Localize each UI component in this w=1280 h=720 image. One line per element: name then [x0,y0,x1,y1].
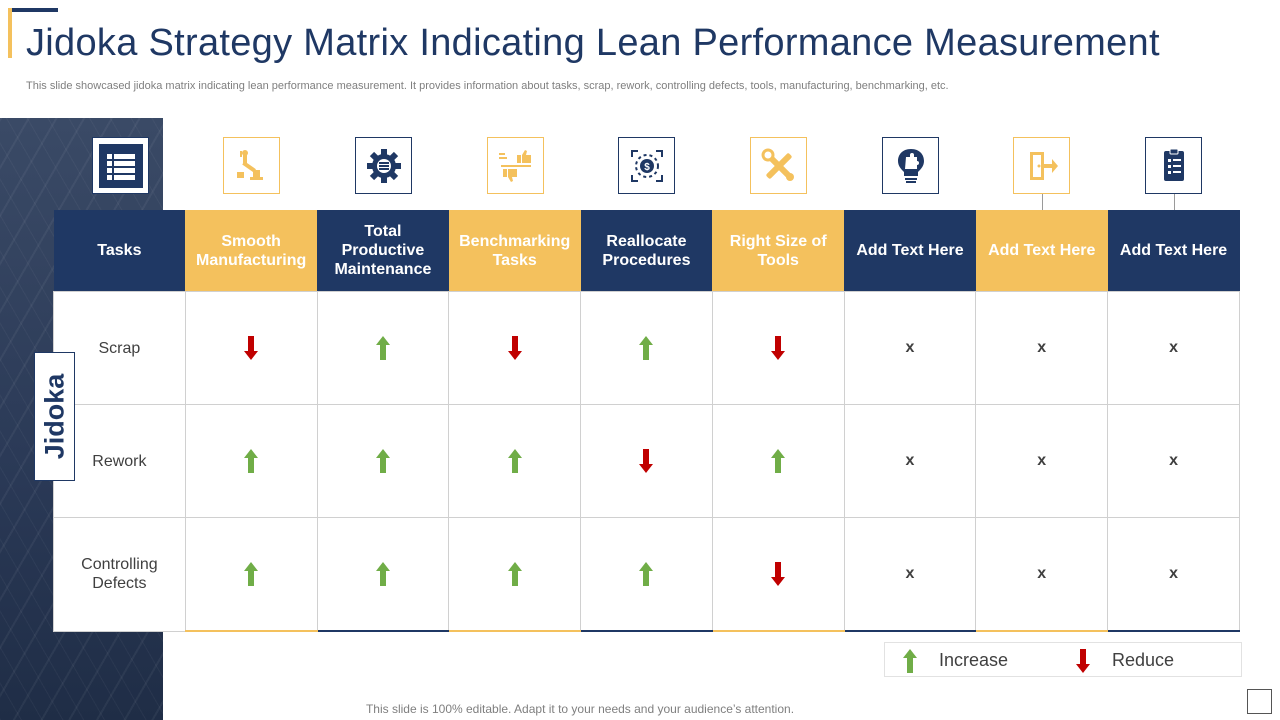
matrix-cell [184,404,318,518]
title-accent-bar-vertical [8,8,12,58]
legend-increase: Increase [903,643,1008,678]
header-total-productive-maintenance: Total Productive Maintenance [317,210,449,292]
footer-note: This slide is 100% editable. Adapt it to… [0,702,1280,716]
x-mark: x [1169,339,1179,356]
jidoka-label-text: Jidoka [39,373,70,460]
x-mark: x [905,452,915,469]
matrix-cell: x [975,517,1109,632]
svg-text:$: $ [644,162,650,173]
matrix-cell: x [843,291,977,405]
header-reallocate-procedures: Reallocate Procedures [580,210,713,292]
header-tasks: Tasks [53,210,186,292]
matrix-cell: x [1107,517,1240,632]
jidoka-side-label: Jidoka [34,352,75,481]
matrix-cell [580,404,713,518]
matrix-cell [580,517,713,632]
exit-door-icon [1013,137,1070,194]
x-mark: x [905,339,915,356]
legend: Increase Reduce [884,642,1242,677]
increase-arrow-icon [507,449,522,473]
clipboard-checklist-icon [1145,137,1202,194]
reduce-arrow-icon [639,449,654,473]
reduce-arrow-icon [507,336,522,360]
matrix-cell [580,291,713,405]
lightbulb-puzzle-icon [882,137,939,194]
increase-arrow-icon [639,562,654,586]
reduce-arrow-icon [771,562,786,586]
corner-box [1247,689,1272,714]
increase-arrow-icon [244,449,259,473]
header-right-size-of-tools: Right Size of Tools [712,210,845,292]
increase-arrow-icon [375,336,390,360]
matrix-cell [711,404,845,518]
matrix-cell: x [1107,404,1240,518]
header-add-text-1: Add Text Here [844,210,976,292]
matrix-cell [711,291,845,405]
tools-icon [750,137,807,194]
header-row: Tasks Smooth Manufacturing Total Product… [53,210,1240,292]
matrix-cell: x [1107,291,1240,405]
dollar-target-icon: $ [618,137,675,194]
reduce-arrow-icon [1076,648,1090,673]
increase-arrow-icon [771,449,786,473]
row-label-scrap: Scrap [53,291,186,405]
table-row: Rework x x x [53,404,1240,518]
robot-arm-icon [223,137,280,194]
gear-icon [355,137,412,194]
row-label-controlling-defects: Controlling Defects [53,517,186,632]
table-row: Controlling Defects x x x [53,517,1240,632]
jidoka-matrix-table: Tasks Smooth Manufacturing Total Product… [53,210,1240,632]
increase-arrow-icon [375,449,390,473]
icon-connector [1174,194,1175,210]
header-add-text-3: Add Text Here [1107,210,1240,292]
x-mark: x [1169,565,1179,582]
icon-connector [1042,194,1043,210]
x-mark: x [905,565,915,582]
x-mark: x [1037,339,1047,356]
increase-arrow-icon [375,562,390,586]
header-add-text-2: Add Text Here [975,210,1108,292]
title-accent-bar [8,8,58,12]
page-title: Jidoka Strategy Matrix Indicating Lean P… [26,22,1160,64]
increase-arrow-icon [244,562,259,586]
header-smooth-manufacturing: Smooth Manufacturing [185,210,318,292]
table-row: Scrap x x x [53,291,1240,405]
matrix-cell [448,291,582,405]
matrix-cell [316,291,450,405]
matrix-cell [184,517,318,632]
list-icon [92,137,149,194]
matrix-cell: x [843,517,977,632]
row-label-rework: Rework [53,404,186,518]
legend-increase-label: Increase [939,650,1009,670]
reduce-arrow-icon [244,336,259,360]
thumbs-up-down-icon [487,137,544,194]
matrix-cell: x [975,404,1109,518]
matrix-cell [316,517,450,632]
matrix-cell [448,517,582,632]
header-benchmarking-tasks: Benchmarking Tasks [448,210,581,292]
reduce-arrow-icon [771,336,786,360]
x-mark: x [1169,452,1179,469]
matrix-cell: x [843,404,977,518]
legend-reduce: Reduce [1076,643,1174,678]
increase-arrow-icon [903,648,917,673]
matrix-cell: x [975,291,1109,405]
increase-arrow-icon [507,562,522,586]
matrix-cell [711,517,845,632]
increase-arrow-icon [639,336,654,360]
matrix-cell [316,404,450,518]
page-subtitle: This slide showcased jidoka matrix indic… [26,80,949,92]
legend-reduce-label: Reduce [1112,650,1175,670]
x-mark: x [1037,565,1047,582]
matrix-cell [184,291,318,405]
x-mark: x [1037,452,1047,469]
matrix-cell [448,404,582,518]
footer-text: This slide is 100% editable. Adapt it to… [365,702,795,716]
